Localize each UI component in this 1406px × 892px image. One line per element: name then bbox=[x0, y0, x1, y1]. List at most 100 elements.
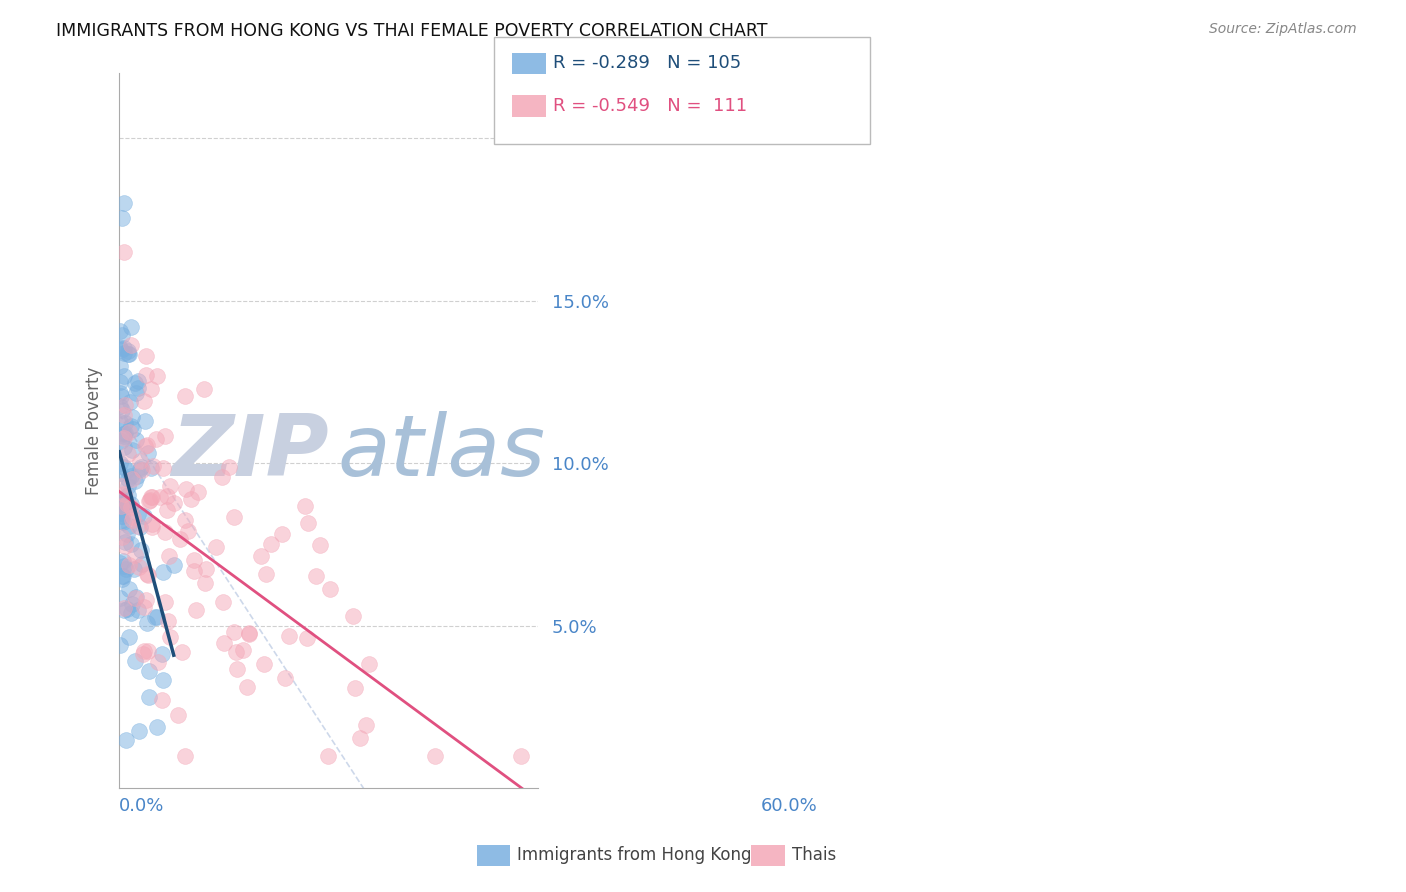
Point bbox=[124, 591, 146, 606]
Point bbox=[120, 606, 142, 620]
Text: Thais: Thais bbox=[792, 847, 835, 864]
Point bbox=[127, 381, 149, 395]
Point bbox=[155, 428, 177, 442]
Point bbox=[117, 519, 139, 533]
Point bbox=[157, 549, 180, 563]
Point bbox=[110, 479, 132, 493]
Point bbox=[120, 500, 142, 514]
Point bbox=[121, 410, 143, 425]
Point bbox=[157, 615, 180, 629]
Point bbox=[142, 459, 165, 474]
Point bbox=[238, 626, 260, 640]
Point bbox=[129, 542, 152, 557]
Point bbox=[117, 344, 139, 359]
Point bbox=[110, 499, 132, 513]
Point bbox=[112, 345, 135, 359]
Point bbox=[114, 497, 136, 511]
Point bbox=[139, 382, 162, 396]
Point bbox=[110, 467, 132, 481]
Point bbox=[183, 564, 205, 578]
Point bbox=[139, 493, 162, 508]
Point bbox=[121, 443, 143, 458]
Point bbox=[277, 629, 299, 643]
Point bbox=[111, 530, 134, 544]
Point bbox=[122, 422, 145, 436]
Point bbox=[238, 626, 260, 640]
Text: 0.0%: 0.0% bbox=[120, 797, 165, 815]
Point bbox=[122, 509, 145, 524]
Point bbox=[131, 557, 153, 571]
Point bbox=[108, 638, 131, 652]
Point bbox=[108, 324, 131, 338]
Point bbox=[214, 635, 236, 649]
Point bbox=[131, 460, 153, 475]
Point bbox=[118, 425, 141, 440]
Point bbox=[112, 196, 135, 211]
Point bbox=[135, 567, 157, 582]
Point bbox=[309, 538, 332, 552]
Point bbox=[297, 516, 319, 530]
Point bbox=[187, 485, 209, 500]
Point bbox=[260, 536, 283, 550]
Point bbox=[110, 506, 132, 520]
Point bbox=[120, 469, 142, 483]
Point bbox=[141, 516, 163, 531]
Point bbox=[108, 399, 131, 413]
Point bbox=[110, 556, 132, 570]
Point bbox=[110, 389, 132, 403]
Point bbox=[112, 603, 135, 617]
Point bbox=[110, 359, 132, 374]
Point bbox=[124, 474, 146, 488]
Point bbox=[117, 347, 139, 361]
Point bbox=[118, 346, 141, 360]
Text: atlas: atlas bbox=[337, 410, 546, 493]
Point bbox=[138, 664, 160, 678]
Point bbox=[146, 655, 169, 669]
Point bbox=[114, 539, 136, 553]
Point bbox=[354, 718, 377, 732]
Point bbox=[121, 472, 143, 486]
Point bbox=[132, 599, 155, 614]
Point bbox=[114, 425, 136, 440]
Point bbox=[112, 408, 135, 422]
Point bbox=[115, 497, 138, 511]
Point bbox=[174, 512, 197, 526]
Point bbox=[152, 566, 174, 580]
Point bbox=[342, 609, 364, 624]
Point bbox=[124, 376, 146, 391]
Point bbox=[110, 499, 132, 513]
Point bbox=[135, 437, 157, 451]
Point bbox=[180, 491, 202, 506]
Point bbox=[110, 343, 132, 358]
Point bbox=[111, 211, 134, 225]
Point bbox=[108, 456, 131, 470]
Point bbox=[111, 573, 134, 587]
Point bbox=[177, 524, 200, 538]
Point bbox=[111, 403, 134, 417]
Point bbox=[150, 647, 173, 661]
Point bbox=[135, 349, 157, 363]
Point bbox=[145, 432, 167, 446]
Point bbox=[173, 389, 195, 403]
Point bbox=[159, 479, 181, 493]
Point bbox=[143, 610, 166, 624]
Point bbox=[112, 440, 135, 454]
Point bbox=[236, 680, 259, 694]
Point bbox=[425, 748, 447, 763]
Point bbox=[115, 463, 138, 477]
Point bbox=[117, 602, 139, 616]
Point bbox=[294, 499, 316, 513]
Point bbox=[108, 415, 131, 429]
Text: ZIP: ZIP bbox=[172, 410, 329, 493]
Point bbox=[136, 567, 159, 582]
Point bbox=[120, 496, 142, 510]
Point bbox=[114, 398, 136, 412]
Point bbox=[274, 671, 297, 685]
Point bbox=[271, 527, 294, 541]
Y-axis label: Female Poverty: Female Poverty bbox=[86, 367, 103, 495]
Point bbox=[134, 393, 156, 408]
Point bbox=[114, 416, 136, 430]
Point bbox=[127, 603, 149, 617]
Point bbox=[115, 562, 138, 576]
Point bbox=[112, 487, 135, 501]
